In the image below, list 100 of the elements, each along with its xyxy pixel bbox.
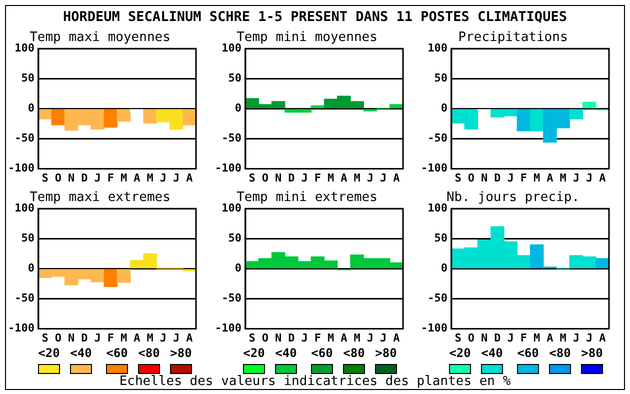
x-tick-label: J bbox=[94, 331, 101, 344]
x-tick-label: J bbox=[507, 171, 514, 184]
x-tick-label: J bbox=[572, 171, 580, 184]
x-tick-label: J bbox=[586, 171, 593, 184]
y-tick-label: -50 bbox=[428, 132, 448, 145]
x-tick-label: F bbox=[314, 171, 321, 184]
text: <80 bbox=[342, 346, 366, 360]
text: <40 bbox=[69, 346, 93, 360]
y-tick-label: -50 bbox=[14, 132, 34, 145]
x-tick-label: A bbox=[186, 331, 194, 344]
x-tick-label: O bbox=[54, 331, 62, 344]
chart-title: Precipitations bbox=[458, 30, 568, 46]
y-tick-label: 0 bbox=[440, 262, 448, 275]
x-tick-label: J bbox=[586, 331, 593, 344]
x-tick-label: D bbox=[494, 331, 502, 344]
x-tick-label: M bbox=[560, 171, 567, 184]
y-tick-label: 0 bbox=[28, 262, 34, 275]
chart-title: Nb. jours precip. bbox=[446, 190, 580, 206]
text: >80 bbox=[169, 346, 193, 360]
x-tick-label: N bbox=[274, 171, 282, 184]
x-tick-label: M bbox=[533, 331, 540, 344]
x-tick-label: A bbox=[546, 331, 554, 344]
x-tick-label: O bbox=[468, 331, 475, 344]
x-tick-label: M bbox=[146, 171, 154, 184]
x-tick-label: M bbox=[533, 171, 540, 184]
text: <20 bbox=[242, 346, 266, 360]
x-tick-label: M bbox=[354, 331, 361, 344]
x-tick-label: A bbox=[546, 171, 554, 184]
x-tick-label: J bbox=[366, 331, 374, 344]
x-tick-label: F bbox=[107, 331, 114, 344]
x-tick-label: M bbox=[327, 171, 334, 184]
y-tick-label: 0 bbox=[28, 102, 34, 115]
x-tick-label: J bbox=[160, 331, 166, 344]
x-tick-label: M bbox=[354, 171, 361, 184]
y-tick-label: -50 bbox=[14, 292, 34, 305]
y-tick-label: 50 bbox=[228, 232, 242, 245]
x-tick-label: A bbox=[134, 331, 141, 344]
x-tick-label: S bbox=[248, 331, 256, 344]
text: >80 bbox=[580, 346, 604, 360]
y-tick-label: 50 bbox=[21, 72, 34, 85]
x-tick-label: J bbox=[173, 171, 180, 184]
x-tick-label: F bbox=[107, 171, 114, 184]
y-tick-label: 0 bbox=[234, 262, 242, 275]
text: <40 bbox=[480, 346, 504, 360]
x-tick-label: N bbox=[480, 331, 488, 344]
y-tick-label: 100 bbox=[428, 201, 448, 214]
x-tick-label: J bbox=[572, 331, 580, 344]
text: <60 bbox=[516, 346, 540, 360]
x-tick-label: J bbox=[380, 171, 387, 184]
x-tick-label: M bbox=[327, 331, 334, 344]
x-tick-label: J bbox=[160, 171, 166, 184]
text: <60 bbox=[105, 346, 129, 360]
x-tick-label: A bbox=[599, 331, 606, 344]
x-tick-label: M bbox=[560, 331, 567, 344]
y-tick-label: -100 bbox=[8, 322, 34, 335]
y-tick-label: 50 bbox=[434, 232, 448, 245]
text: HORDEUM SECALINUM SCHRE 1-5 PRESENT DANS 11 POSTES CLIMATIQUES bbox=[62, 9, 568, 25]
x-tick-label: D bbox=[81, 331, 88, 344]
x-tick-label: F bbox=[314, 331, 321, 344]
x-tick-label: S bbox=[454, 171, 462, 184]
x-tick-label: O bbox=[262, 331, 269, 344]
y-tick-label: 50 bbox=[434, 72, 448, 85]
y-tick-label: 50 bbox=[228, 72, 242, 85]
y-tick-label: 100 bbox=[428, 41, 448, 54]
x-tick-label: A bbox=[599, 171, 606, 184]
y-tick-label: 0 bbox=[440, 102, 448, 115]
x-tick-label: S bbox=[42, 171, 48, 184]
x-tick-label: M bbox=[146, 331, 154, 344]
x-tick-label: M bbox=[120, 171, 128, 184]
x-tick-label: J bbox=[507, 331, 514, 344]
x-tick-label: O bbox=[262, 171, 269, 184]
x-tick-label: J bbox=[301, 171, 308, 184]
x-tick-label: F bbox=[520, 331, 527, 344]
x-tick-label: J bbox=[366, 171, 374, 184]
x-tick-label: A bbox=[340, 171, 348, 184]
text: >80 bbox=[374, 346, 398, 360]
x-tick-label: S bbox=[42, 331, 48, 344]
text: <20 bbox=[37, 346, 61, 360]
x-tick-label: A bbox=[186, 171, 194, 184]
x-tick-label: O bbox=[468, 171, 475, 184]
y-tick-label: 50 bbox=[21, 232, 34, 245]
x-tick-label: A bbox=[340, 331, 348, 344]
x-tick-label: O bbox=[54, 171, 62, 184]
text: <20 bbox=[448, 346, 472, 360]
x-tick-label: N bbox=[480, 171, 488, 184]
x-tick-label: N bbox=[68, 171, 75, 184]
x-tick-label: F bbox=[520, 171, 527, 184]
x-tick-label: A bbox=[134, 171, 141, 184]
x-tick-label: M bbox=[120, 331, 128, 344]
x-tick-label: J bbox=[301, 331, 308, 344]
y-tick-label: 0 bbox=[234, 102, 242, 115]
text: <80 bbox=[548, 346, 572, 360]
x-tick-label: J bbox=[94, 171, 101, 184]
text: <80 bbox=[137, 346, 161, 360]
x-tick-label: J bbox=[173, 331, 180, 344]
x-tick-label: D bbox=[81, 171, 88, 184]
y-tick-label: -50 bbox=[222, 292, 242, 305]
y-tick-label: -50 bbox=[222, 132, 242, 145]
y-tick-label: -100 bbox=[214, 162, 242, 175]
y-tick-label: -100 bbox=[214, 322, 242, 335]
